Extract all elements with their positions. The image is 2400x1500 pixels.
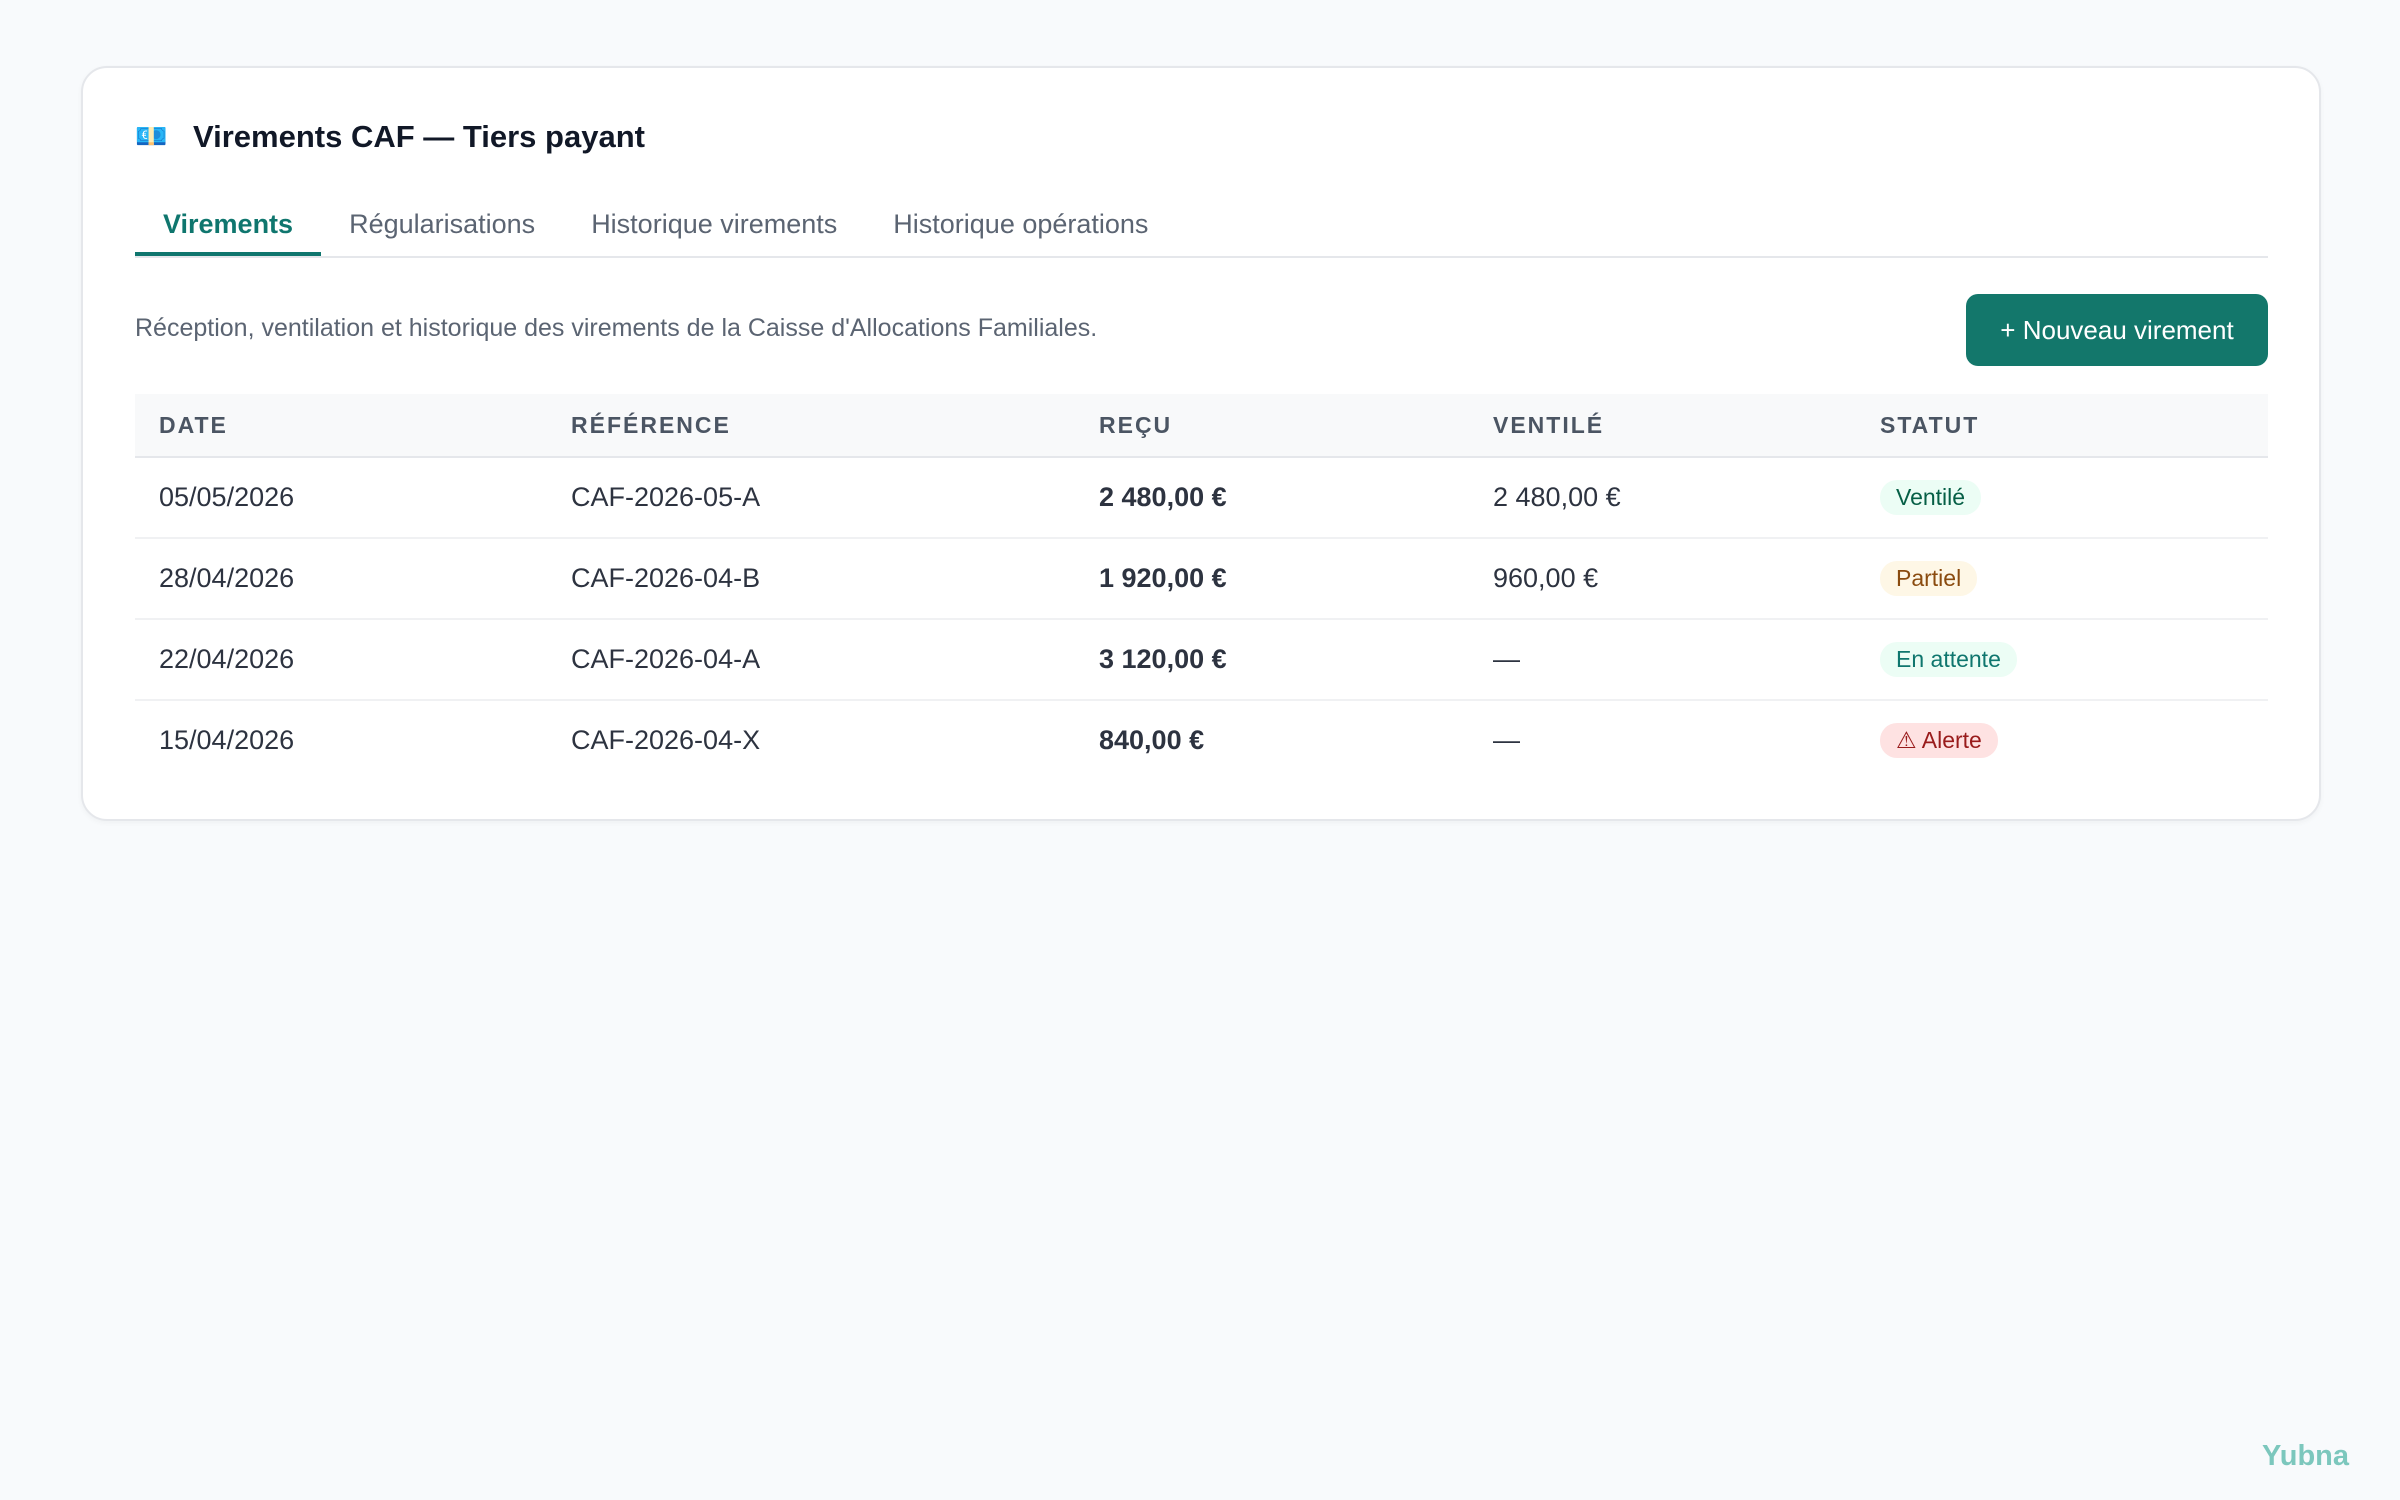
header-title: Virements CAF — Tiers payant xyxy=(193,119,645,154)
tabs: Virements Régularisations Historique virem… xyxy=(135,196,2268,258)
description: Réception, ventilation et historique des… xyxy=(135,314,1098,342)
column-header: RÉFÉRENCE xyxy=(571,394,1099,458)
status-cell: En attente xyxy=(1880,619,2268,701)
tab[interactable]: Virements xyxy=(135,196,322,256)
new-transfer-button[interactable]: + Nouveau virement xyxy=(1966,294,2268,366)
column-header: REÇU xyxy=(1099,394,1493,458)
status-badge: Partiel xyxy=(1880,561,1978,596)
status-cell: Ventilé xyxy=(1880,457,2268,539)
table-row: 05/05/2026 CAF-2026-05-A 2 480,00 €2 480,0… xyxy=(135,457,2268,539)
transfers-table: DATE RÉFÉRENCE REÇU VENTILÉ STATUT 05/05/202… xyxy=(135,394,2268,780)
date: 28/04/2026 xyxy=(135,538,571,620)
table-header: DATE RÉFÉRENCE REÇU VENTILÉ STATUT xyxy=(135,394,2268,458)
tab[interactable]: Régularisations xyxy=(349,209,536,239)
status-cell: Partiel xyxy=(1880,538,2268,620)
status-badge: En attente xyxy=(1880,642,2017,677)
reference: CAF-2026-04-B xyxy=(571,538,1099,620)
reference: CAF-2026-04-A xyxy=(571,619,1099,701)
column-header: STATUT xyxy=(1880,394,2268,458)
received: 840,00 € xyxy=(1099,725,1205,755)
received: 2 480,00 € xyxy=(1099,457,1493,539)
table-body: 05/05/2026 CAF-2026-05-A 2 480,00 €2 480,0… xyxy=(135,457,2268,780)
table-row: 22/04/2026 CAF-2026-04-A 3 120,00 € — En att… xyxy=(135,619,2268,701)
received: 3 120,00 € xyxy=(1099,619,1493,701)
date: 15/04/2026 xyxy=(159,725,295,755)
allocated: — xyxy=(1493,725,1520,755)
date: 05/05/2026 xyxy=(135,457,571,539)
status-badge: ⚠ Alerte xyxy=(1880,723,1998,758)
allocated: 2 480,00 € xyxy=(1493,457,1880,539)
reference: CAF-2026-04-X xyxy=(571,725,761,755)
table-row: 15/04/2026 CAF-2026-04-X 840,00 € — ⚠ Alerte xyxy=(135,700,2268,780)
reference: CAF-2026-05-A xyxy=(571,457,1099,539)
column-header: DATE xyxy=(135,394,571,458)
column-header: VENTILÉ xyxy=(1493,394,1880,458)
allocated: — xyxy=(1493,619,1880,701)
received: 1 920,00 € xyxy=(1099,538,1493,620)
tab[interactable]: Historique virements xyxy=(591,209,838,239)
allocated: 960,00 € xyxy=(1493,538,1880,620)
header-icon: 💶 xyxy=(135,121,168,151)
status-badge: Ventilé xyxy=(1880,480,1982,515)
date: 22/04/2026 xyxy=(135,619,571,701)
tab[interactable]: Historique opérations xyxy=(893,209,1149,239)
status-cell: ⚠ Alerte xyxy=(1880,700,2268,780)
brand: Yubna xyxy=(2262,1440,2350,1472)
table-row: 28/04/2026 CAF-2026-04-B 1 920,00 €960,00 … xyxy=(135,538,2268,620)
card: 💶 Virements CAF — Tiers payant Virements… xyxy=(81,66,2321,821)
